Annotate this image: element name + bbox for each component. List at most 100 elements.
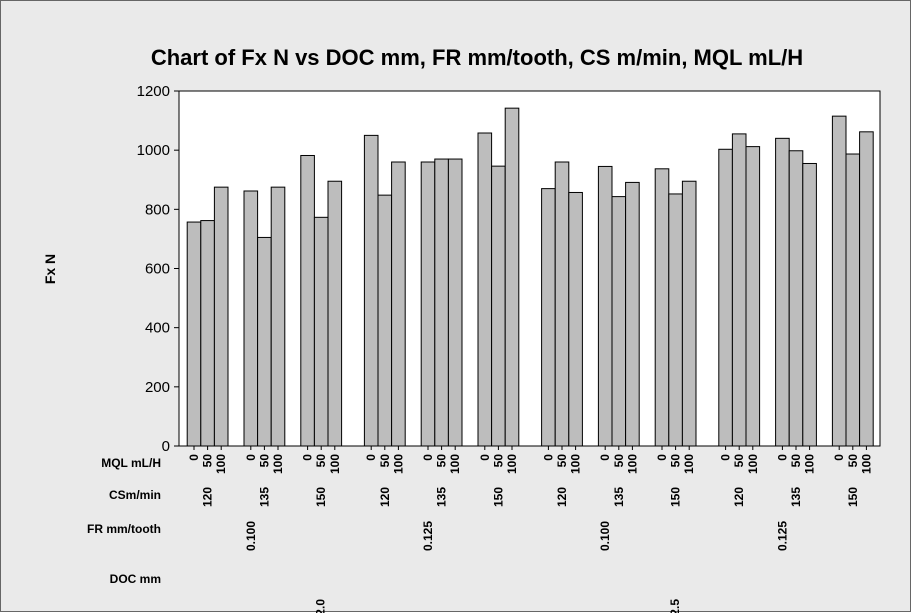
mql-tick-label: 100 — [859, 454, 873, 474]
mql-tick-label: 0 — [832, 454, 846, 461]
doc-tick-label: 2.0 — [313, 599, 327, 613]
mql-tick-label: 0 — [364, 454, 378, 461]
fr-tick-label: 0.125 — [775, 521, 789, 551]
mql-tick-label: 100 — [625, 454, 639, 474]
bar — [363, 134, 379, 447]
y-tick-label: 200 — [145, 379, 170, 396]
bar — [775, 137, 790, 447]
y-tick-label: 1000 — [137, 142, 170, 159]
bar — [270, 186, 286, 447]
bar — [200, 220, 215, 447]
bar — [802, 162, 817, 447]
mql-tick-label: 0 — [301, 454, 315, 461]
mql-tick-label: 50 — [314, 454, 328, 468]
cs-tick-label: 120 — [201, 487, 215, 507]
mql-tick-label: 100 — [803, 454, 817, 474]
bar — [718, 148, 733, 447]
mql-tick-label: 50 — [789, 454, 803, 468]
mql-tick-label: 100 — [214, 454, 228, 474]
bar — [213, 186, 229, 447]
doc-tick-label: 2.5 — [668, 599, 682, 613]
bar — [831, 115, 847, 447]
mql-tick-label: 0 — [244, 454, 258, 461]
cs-tick-label: 150 — [669, 487, 683, 507]
bar — [745, 146, 761, 447]
y-tick-label: 600 — [145, 261, 170, 278]
bar — [243, 190, 259, 447]
mql-tick-label: 100 — [746, 454, 760, 474]
bar — [788, 150, 804, 447]
bar — [377, 194, 393, 447]
bar — [257, 236, 272, 447]
bar — [625, 181, 640, 447]
bar — [654, 168, 670, 447]
cs-tick-label: 120 — [378, 487, 392, 507]
bar — [668, 193, 683, 447]
mql-tick-label: 50 — [732, 454, 746, 468]
mql-tick-label: 100 — [448, 454, 462, 474]
bar — [859, 131, 874, 447]
cs-tick-label: 135 — [612, 487, 626, 507]
mql-tick-label: 50 — [201, 454, 215, 468]
mql-tick-label: 50 — [378, 454, 392, 468]
mql-tick-label: 100 — [569, 454, 583, 474]
mql-tick-label: 100 — [328, 454, 342, 474]
cs-tick-label: 135 — [435, 487, 449, 507]
mql-tick-label: 50 — [435, 454, 449, 468]
mql-tick-label: 0 — [719, 454, 733, 461]
bar — [477, 132, 493, 447]
mql-tick-label: 100 — [391, 454, 405, 474]
bar — [554, 161, 570, 447]
cs-tick-label: 120 — [732, 487, 746, 507]
cs-tick-label: 150 — [314, 487, 328, 507]
bar — [391, 161, 406, 447]
bar — [845, 153, 861, 447]
fr-tick-label: 0.125 — [421, 521, 435, 551]
plot-area — [178, 90, 881, 447]
mql-tick-label: 50 — [612, 454, 626, 468]
row-label: FR mm/tooth — [87, 522, 161, 536]
bar — [541, 188, 556, 447]
bar — [434, 158, 449, 447]
bar — [491, 165, 506, 447]
mql-tick-label: 50 — [846, 454, 860, 468]
row-label: MQL mL/H — [101, 456, 161, 470]
bar — [420, 161, 436, 447]
bar — [568, 191, 583, 447]
mql-tick-label: 0 — [421, 454, 435, 461]
cs-tick-label: 120 — [555, 487, 569, 507]
mql-tick-label: 50 — [491, 454, 505, 468]
mql-tick-label: 0 — [655, 454, 669, 461]
bar — [504, 107, 520, 447]
bar — [327, 180, 343, 447]
mql-tick-label: 0 — [478, 454, 492, 461]
mql-tick-label: 0 — [187, 454, 201, 461]
bar — [611, 196, 627, 447]
mql-tick-label: 50 — [669, 454, 683, 468]
bar — [313, 216, 329, 447]
row-label: CSm/min — [109, 488, 161, 502]
bar — [447, 158, 463, 447]
mql-tick-label: 50 — [257, 454, 271, 468]
mql-tick-label: 100 — [271, 454, 285, 474]
mql-tick-label: 100 — [505, 454, 519, 474]
y-tick-label: 400 — [145, 320, 170, 337]
cs-tick-label: 150 — [491, 487, 505, 507]
bar — [597, 165, 613, 447]
y-tick-label: 0 — [162, 438, 170, 455]
mql-tick-label: 0 — [598, 454, 612, 461]
mql-tick-label: 0 — [541, 454, 555, 461]
row-label: DOC mm — [110, 572, 161, 586]
y-tick-label: 1200 — [137, 83, 170, 100]
fr-tick-label: 0.100 — [244, 521, 258, 551]
mql-tick-label: 50 — [555, 454, 569, 468]
cs-tick-label: 150 — [846, 487, 860, 507]
cs-tick-label: 135 — [789, 487, 803, 507]
bar — [300, 154, 315, 447]
bar — [731, 133, 747, 447]
fr-tick-label: 0.100 — [598, 521, 612, 551]
y-tick-label: 800 — [145, 201, 170, 218]
bar — [186, 221, 202, 447]
